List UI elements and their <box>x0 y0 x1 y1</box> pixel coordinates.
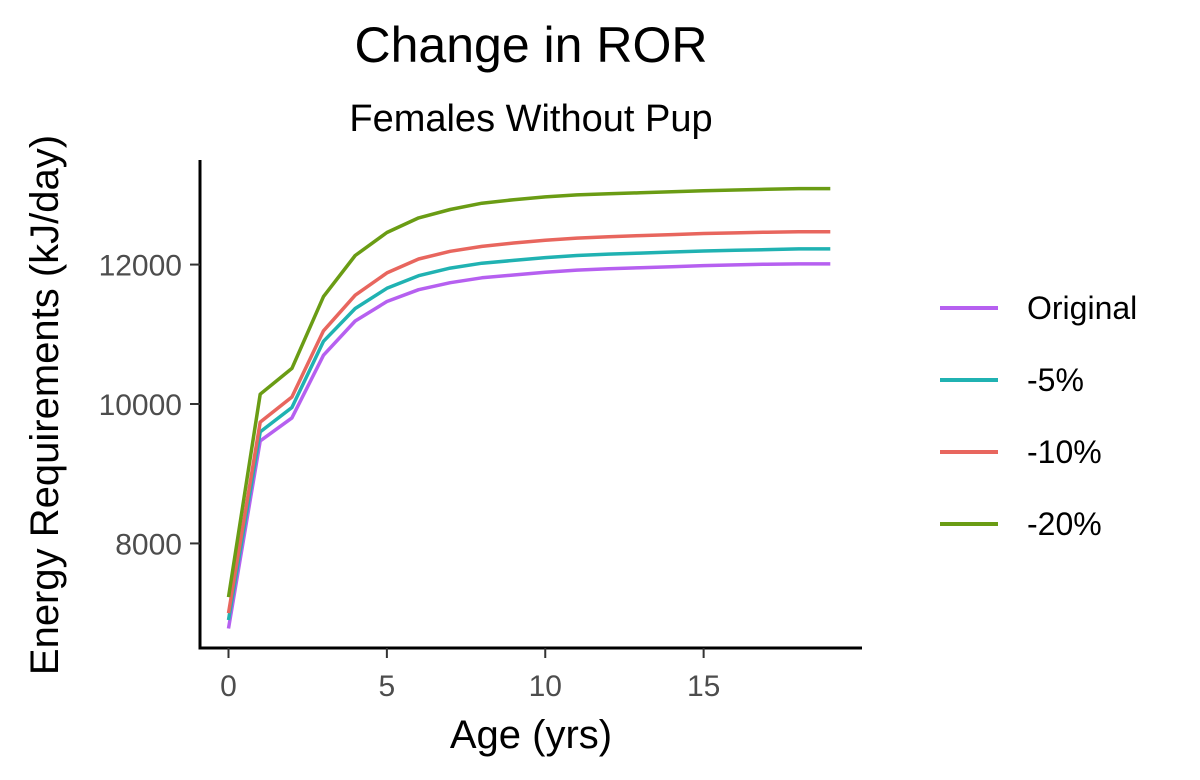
legend-label: -20% <box>1027 506 1102 542</box>
x-tick-label: 0 <box>220 670 237 703</box>
series-line-original <box>226 262 831 629</box>
y-tick-label: 12000 <box>99 250 182 283</box>
series-line-5 <box>226 247 831 621</box>
series-line-20 <box>226 186 831 598</box>
legend-label: -5% <box>1027 362 1084 398</box>
legend: Original -5% -10% -20% <box>940 290 1137 542</box>
x-tick-label: 10 <box>529 670 562 703</box>
legend-label: -10% <box>1027 434 1102 470</box>
x-axis-title: Age (yrs) <box>450 713 612 757</box>
legend-label: Original <box>1027 290 1137 326</box>
chart-title: Change in ROR <box>355 17 708 73</box>
y-tick-label: 10000 <box>99 389 182 422</box>
chart-subtitle: Females Without Pup <box>349 98 712 140</box>
x-tick-label: 15 <box>687 670 720 703</box>
y-axis-title: Energy Requirements (kJ/day) <box>23 135 67 675</box>
y-tick-label: 8000 <box>115 528 182 561</box>
series-line-10 <box>226 230 831 614</box>
plot-area: 0 5 10 15 8000 10000 12000 <box>99 160 862 703</box>
x-tick-label: 5 <box>379 670 396 703</box>
